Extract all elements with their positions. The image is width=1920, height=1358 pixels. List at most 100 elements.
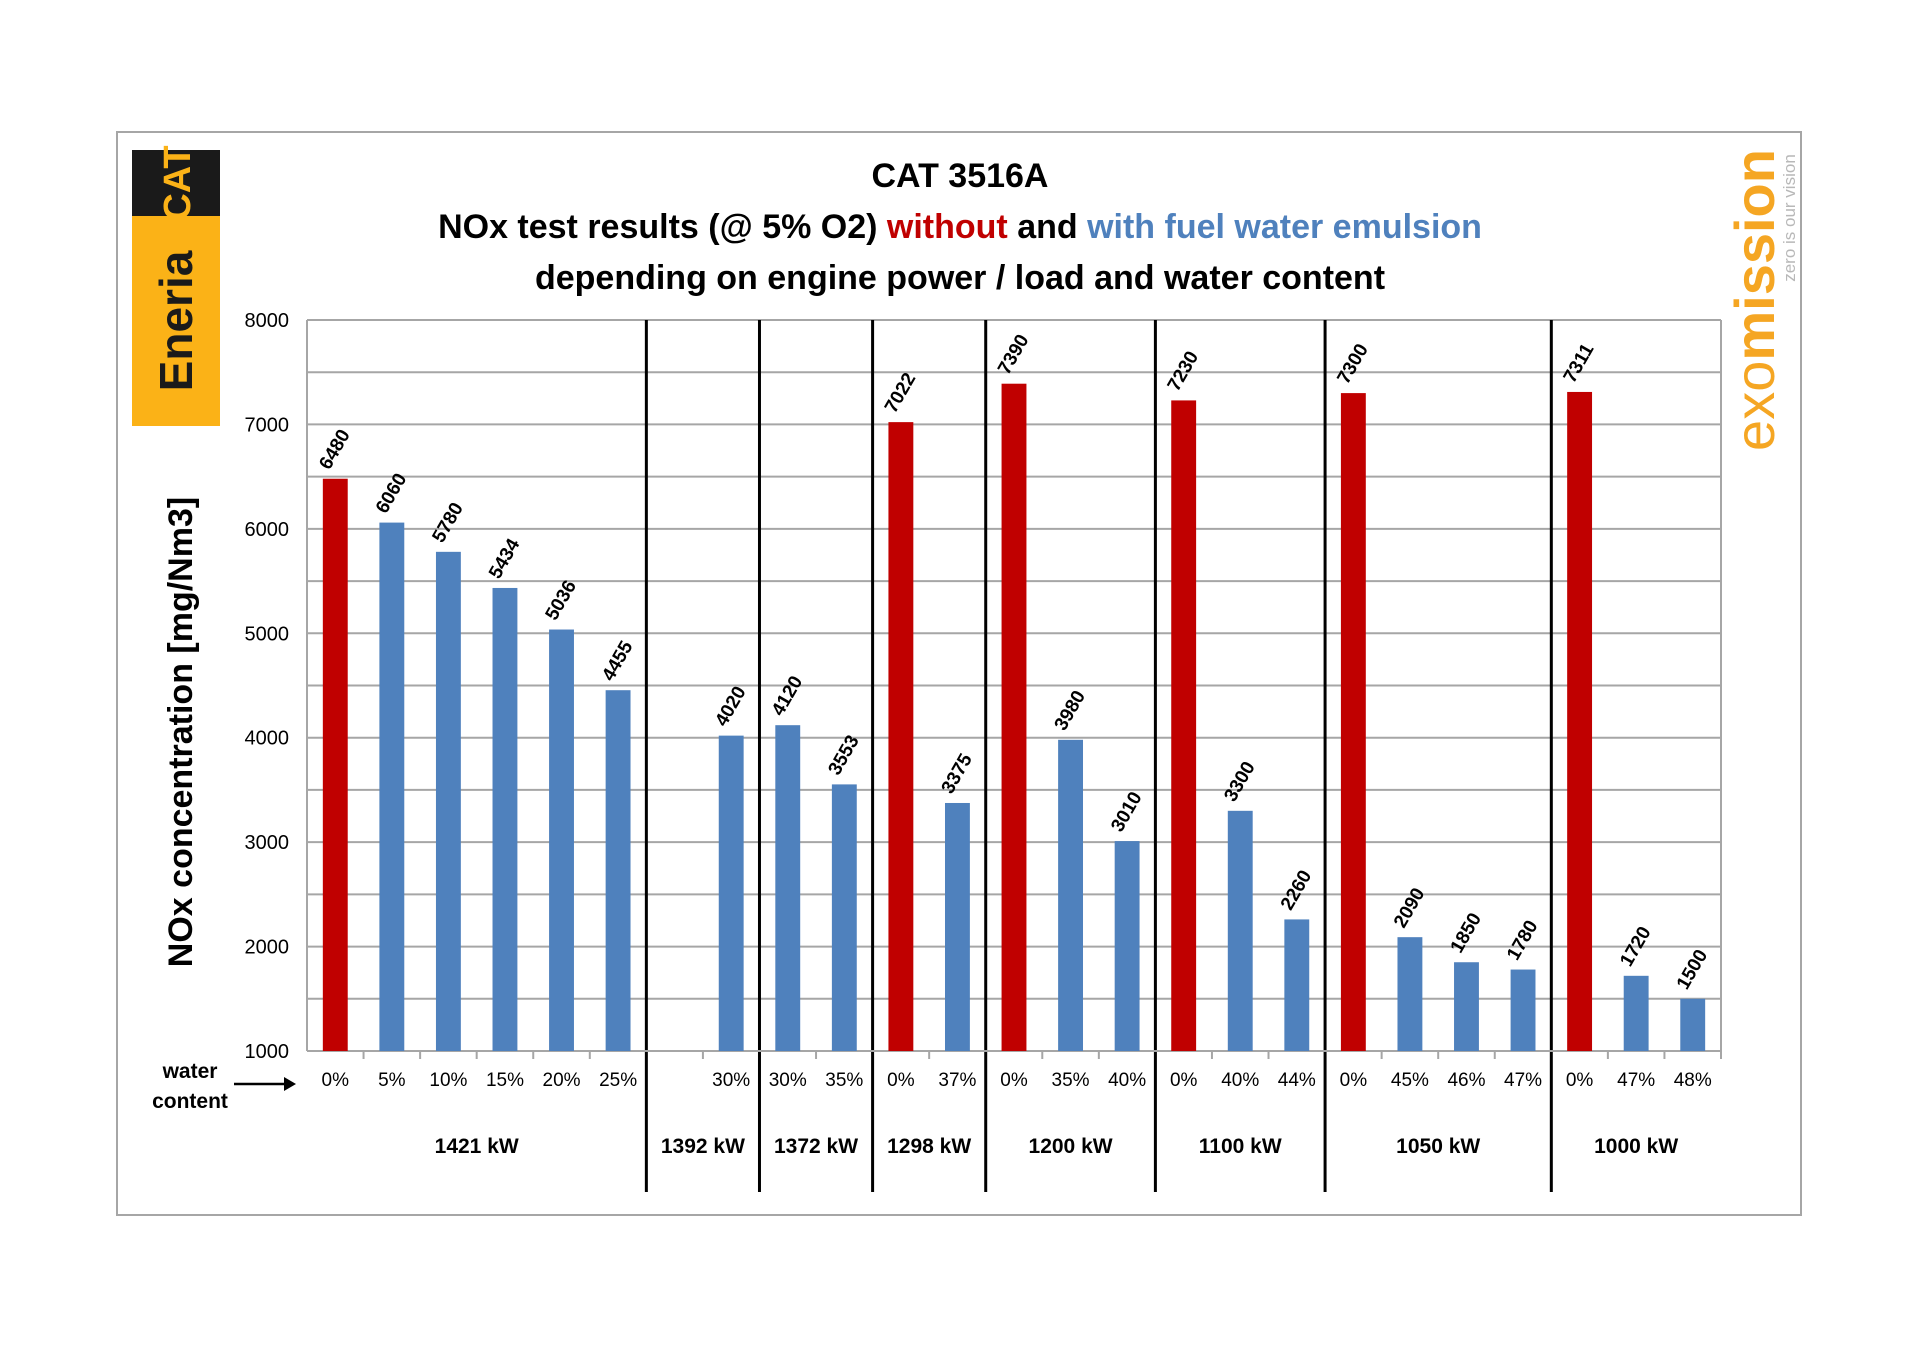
bar xyxy=(1001,383,1027,1051)
bar xyxy=(775,725,801,1051)
category-label: 0% xyxy=(887,1070,915,1091)
data-label: 3553 xyxy=(824,732,863,779)
logo-eneria-text: Eneria xyxy=(150,250,202,391)
category-label: 37% xyxy=(938,1070,976,1091)
category-label: 35% xyxy=(1052,1070,1090,1091)
data-label: 3980 xyxy=(1051,687,1090,734)
data-label: 4120 xyxy=(768,673,807,720)
data-label: 6480 xyxy=(315,426,354,473)
chart-title-line3: depending on engine power / load and wat… xyxy=(535,259,1385,297)
category-label: 30% xyxy=(712,1070,750,1091)
group-label: 1100 kW xyxy=(1199,1135,1282,1158)
category-label: 46% xyxy=(1447,1070,1485,1091)
bar xyxy=(435,551,461,1051)
bar xyxy=(718,735,744,1051)
bars-layer xyxy=(322,383,1706,1052)
group-label: 1050 kW xyxy=(1396,1135,1480,1158)
data-label: 7022 xyxy=(881,370,920,417)
category-label: 0% xyxy=(322,1070,350,1091)
group-label: 1372 kW xyxy=(774,1135,858,1158)
y-tick-label: 2000 xyxy=(245,937,290,959)
data-label: 5036 xyxy=(542,577,581,624)
category-label: 35% xyxy=(825,1070,863,1091)
bar xyxy=(1114,841,1140,1051)
cat-eneria-logo: CAT Eneria xyxy=(132,145,220,426)
x-axis-label-water: water xyxy=(162,1060,218,1083)
logo-cat-box xyxy=(132,150,220,216)
category-label: 48% xyxy=(1674,1070,1712,1091)
y-axis-title: NOx concentration [mg/Nm3] xyxy=(162,497,200,967)
category-label: 0% xyxy=(1170,1070,1198,1091)
labels-layer: 8000700060005000400030002000100064800%60… xyxy=(245,310,1713,1158)
data-label: 1500 xyxy=(1673,946,1712,993)
category-label: 47% xyxy=(1617,1070,1655,1091)
category-label: 40% xyxy=(1221,1070,1259,1091)
logo-cat-text: CAT xyxy=(157,145,199,220)
data-label: 1850 xyxy=(1447,910,1486,957)
bar xyxy=(1454,962,1479,1051)
bar xyxy=(322,478,348,1051)
group-label: 1421 kW xyxy=(435,1135,519,1158)
bar xyxy=(1567,391,1593,1051)
data-label: 3010 xyxy=(1107,788,1146,835)
data-label: 7311 xyxy=(1560,340,1599,387)
data-label: 3300 xyxy=(1220,758,1259,805)
y-tick-label: 7000 xyxy=(245,414,290,436)
category-label: 0% xyxy=(1340,1070,1368,1091)
bar xyxy=(831,784,857,1051)
category-label: 15% xyxy=(486,1070,524,1091)
title-part-nox: NOx test results (@ 5% O2) xyxy=(438,208,887,246)
group-label: 1200 kW xyxy=(1029,1135,1113,1158)
data-label: 5434 xyxy=(485,535,525,582)
bar xyxy=(1510,969,1536,1051)
data-label: 4455 xyxy=(598,637,638,684)
bar xyxy=(1397,937,1423,1051)
category-label: 47% xyxy=(1504,1070,1542,1091)
data-label: 2090 xyxy=(1390,885,1429,932)
category-label: 25% xyxy=(599,1070,637,1091)
y-tick-label: 8000 xyxy=(245,310,290,332)
chart-title-line1: CAT 3516A xyxy=(872,157,1049,195)
bar xyxy=(1171,400,1197,1051)
y-tick-label: 6000 xyxy=(245,519,290,541)
bar xyxy=(944,802,970,1051)
category-label: 30% xyxy=(769,1070,807,1091)
y-tick-label: 5000 xyxy=(245,623,290,645)
data-label: 1780 xyxy=(1503,917,1542,964)
logo-tagline: zero is our vision xyxy=(1780,154,1799,282)
logo-mission-part: mission xyxy=(1723,149,1786,361)
title-part-without: without xyxy=(886,208,1008,246)
bar xyxy=(379,522,405,1051)
water-content-arrow xyxy=(234,1077,296,1091)
category-label: 40% xyxy=(1108,1070,1146,1091)
title-part-and: and xyxy=(1008,208,1087,246)
category-label: 0% xyxy=(1000,1070,1028,1091)
logo-exomission-text: exomission xyxy=(1723,149,1786,451)
y-tick-label: 4000 xyxy=(245,728,290,750)
bar xyxy=(1623,975,1649,1051)
logo-eneria-box xyxy=(132,216,220,426)
logo-exo-part: exo xyxy=(1723,361,1786,451)
category-label: 10% xyxy=(429,1070,467,1091)
category-label: 5% xyxy=(378,1070,406,1091)
data-label: 2260 xyxy=(1277,867,1316,914)
bar xyxy=(1058,739,1084,1051)
data-label: 5780 xyxy=(429,499,468,546)
bar xyxy=(1227,810,1253,1051)
category-label: 45% xyxy=(1391,1070,1429,1091)
category-label: 0% xyxy=(1566,1070,1594,1091)
title-part-with: with fuel water emulsion xyxy=(1086,208,1482,246)
data-label: 7390 xyxy=(994,331,1033,378)
category-label: 20% xyxy=(543,1070,581,1091)
bar xyxy=(605,690,631,1051)
bar xyxy=(888,422,914,1052)
bar xyxy=(1284,919,1310,1051)
bar xyxy=(1680,998,1706,1051)
category-label: 44% xyxy=(1278,1070,1316,1091)
bar xyxy=(492,587,518,1051)
bar xyxy=(549,629,574,1051)
data-label: 7300 xyxy=(1334,340,1373,387)
group-label: 1392 kW xyxy=(661,1135,745,1158)
chart-title-line2: NOx test results (@ 5% O2) without and w… xyxy=(438,208,1482,246)
